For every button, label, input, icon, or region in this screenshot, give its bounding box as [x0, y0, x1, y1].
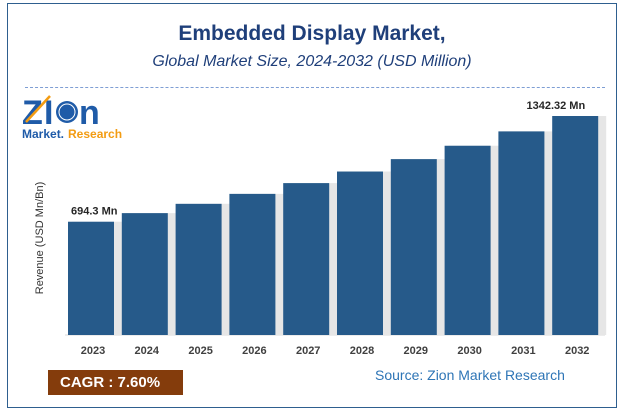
- bar-2028: [337, 171, 383, 335]
- chart-frame: [7, 3, 617, 408]
- x-tick-label: 2027: [296, 345, 320, 357]
- x-tick-label: 2030: [457, 345, 481, 357]
- divider: [25, 87, 605, 88]
- source-text: Source: Zion Market Research: [375, 367, 565, 383]
- x-tick-label: 2025: [188, 345, 212, 357]
- bar-2025: [175, 203, 222, 335]
- svg-text:Market.: Market.: [22, 127, 64, 141]
- bar-2031: [498, 131, 545, 335]
- bar-2029: [390, 159, 437, 335]
- chart-subtitle: Global Market Size, 2024-2032 (USD Milli…: [152, 53, 472, 70]
- data-label: 1342.32 Mn: [526, 100, 585, 112]
- x-tick-label: 2029: [404, 345, 428, 357]
- svg-text:n: n: [79, 94, 100, 132]
- svg-text:I: I: [44, 94, 53, 132]
- bar-2026: [229, 193, 276, 335]
- data-label: 694.3 Mn: [71, 206, 118, 218]
- x-tick-label: 2023: [81, 345, 105, 357]
- x-tick-label: 2026: [242, 345, 266, 357]
- bar-2027: [283, 183, 330, 335]
- bar-2030: [444, 145, 491, 335]
- bar-2024: [121, 213, 168, 335]
- svg-text:Research: Research: [68, 127, 122, 141]
- x-tick-label: 2032: [565, 345, 589, 357]
- bar-2032: [552, 116, 599, 335]
- zion-logo: Z I n Market. Research: [22, 92, 122, 142]
- x-tick-label: 2028: [350, 345, 374, 357]
- x-tick-label: 2024: [135, 345, 160, 357]
- bar-2023: [68, 221, 114, 335]
- cagr-badge: CAGR : 7.60%: [48, 370, 183, 395]
- chart-title: Embedded Display Market,: [178, 22, 446, 45]
- x-tick-label: 2031: [511, 345, 535, 357]
